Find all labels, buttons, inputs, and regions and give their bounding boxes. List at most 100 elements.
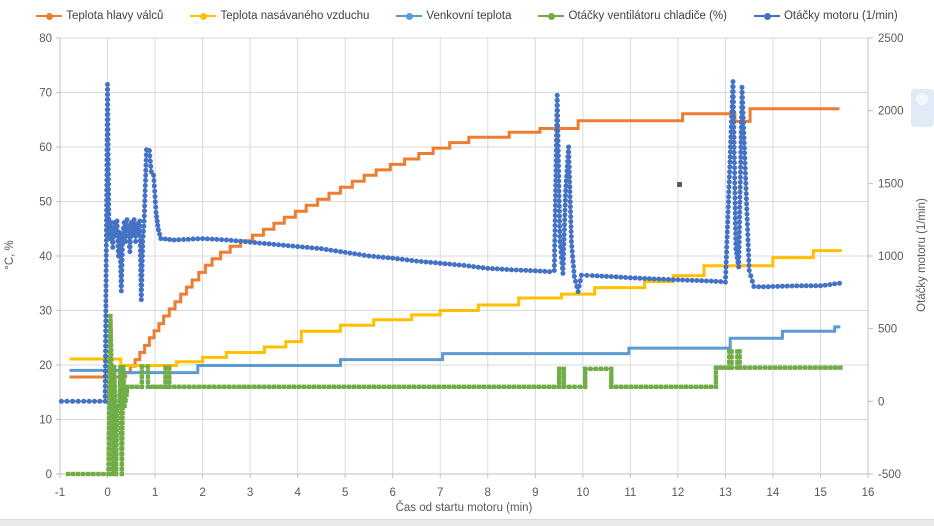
series-marker <box>480 265 486 271</box>
series-marker <box>139 364 144 369</box>
legend-item-4: Otáčky motoru (1/min) <box>753 10 898 22</box>
series-marker <box>387 384 392 389</box>
series-marker <box>593 366 598 371</box>
series-marker <box>744 201 750 207</box>
series-marker <box>233 238 239 244</box>
y-left-tick-label: 50 <box>39 197 52 209</box>
series-marker <box>731 124 737 130</box>
legend-item-3: Otáčky ventilátoru chladiče (%) <box>538 10 727 22</box>
x-tick-label: 3 <box>247 487 253 499</box>
series-marker <box>172 384 177 389</box>
series-marker <box>112 365 117 370</box>
series-marker <box>158 384 164 389</box>
x-tick-label: 16 <box>862 487 875 499</box>
series-marker <box>141 218 147 224</box>
series-marker <box>485 265 491 271</box>
scrollbar-widget-artifact[interactable] <box>911 89 934 127</box>
series-marker <box>724 244 730 250</box>
series-marker <box>176 237 182 243</box>
series-marker <box>723 259 729 265</box>
series-marker <box>727 354 732 359</box>
series-marker <box>560 261 566 267</box>
series-marker <box>609 371 614 376</box>
series-marker <box>414 258 419 264</box>
y-left-tick-label: 10 <box>39 415 52 427</box>
series-marker <box>347 384 352 389</box>
series-marker <box>567 179 573 185</box>
series-marker <box>562 222 567 228</box>
series-marker <box>743 175 749 181</box>
series-marker <box>618 274 624 280</box>
legend-marker-icon <box>396 12 423 21</box>
series-marker <box>818 365 823 370</box>
scrollbar-knob <box>916 93 928 105</box>
series-marker <box>108 318 113 323</box>
series-marker <box>395 256 400 262</box>
series-marker <box>760 284 766 290</box>
series-marker <box>729 365 734 370</box>
series-marker <box>309 245 315 251</box>
series-marker <box>167 370 172 375</box>
series-marker <box>431 384 437 389</box>
series-marker <box>523 267 529 273</box>
series-marker <box>111 420 117 426</box>
series-marker <box>142 188 148 194</box>
series-marker <box>837 280 842 286</box>
series-marker <box>743 180 749 186</box>
series-marker <box>568 209 573 215</box>
series-marker <box>746 262 752 268</box>
series-marker <box>287 384 292 389</box>
series-marker <box>745 242 751 248</box>
series-marker <box>105 166 111 172</box>
series-marker <box>743 186 749 191</box>
series-marker <box>583 380 588 385</box>
series-marker <box>103 273 109 279</box>
series-marker <box>139 379 144 384</box>
series-marker <box>777 365 783 370</box>
series-marker <box>739 84 745 90</box>
series-marker <box>748 273 754 279</box>
series-marker <box>140 239 146 244</box>
x-tick-label: 4 <box>294 487 301 499</box>
series-marker <box>726 199 731 205</box>
series-marker <box>504 267 510 272</box>
series-marker <box>566 144 572 150</box>
series-marker <box>112 384 117 389</box>
series-marker <box>187 384 192 389</box>
series-marker <box>106 186 111 192</box>
series-marker <box>741 125 747 131</box>
series-marker <box>119 451 125 456</box>
series-marker <box>110 413 115 418</box>
series-marker <box>200 236 206 242</box>
series-marker <box>428 259 434 265</box>
series-marker <box>107 380 112 385</box>
series-marker <box>742 160 748 166</box>
series-marker <box>832 281 838 287</box>
series-marker <box>167 375 172 380</box>
series-marker <box>105 92 111 97</box>
series-marker <box>342 249 348 255</box>
series-marker <box>92 398 97 404</box>
series-marker <box>119 278 125 284</box>
series-marker <box>737 194 743 200</box>
series-marker <box>119 471 124 477</box>
series-marker <box>106 466 111 472</box>
series-marker <box>746 268 752 273</box>
series-marker <box>297 384 302 389</box>
series-marker <box>262 384 267 389</box>
series-marker <box>139 384 144 389</box>
series-marker <box>683 384 689 389</box>
series-marker <box>103 358 108 364</box>
series-marker <box>556 366 562 371</box>
series-marker <box>423 259 429 265</box>
series-0 <box>69 107 840 379</box>
series-marker <box>741 135 747 141</box>
series-line <box>68 315 841 475</box>
series-marker <box>552 253 558 258</box>
series-marker <box>684 277 690 283</box>
series-marker <box>561 380 566 385</box>
series-marker <box>779 283 785 289</box>
series-marker <box>536 384 542 389</box>
series-marker <box>109 362 114 367</box>
series-marker <box>566 159 572 165</box>
